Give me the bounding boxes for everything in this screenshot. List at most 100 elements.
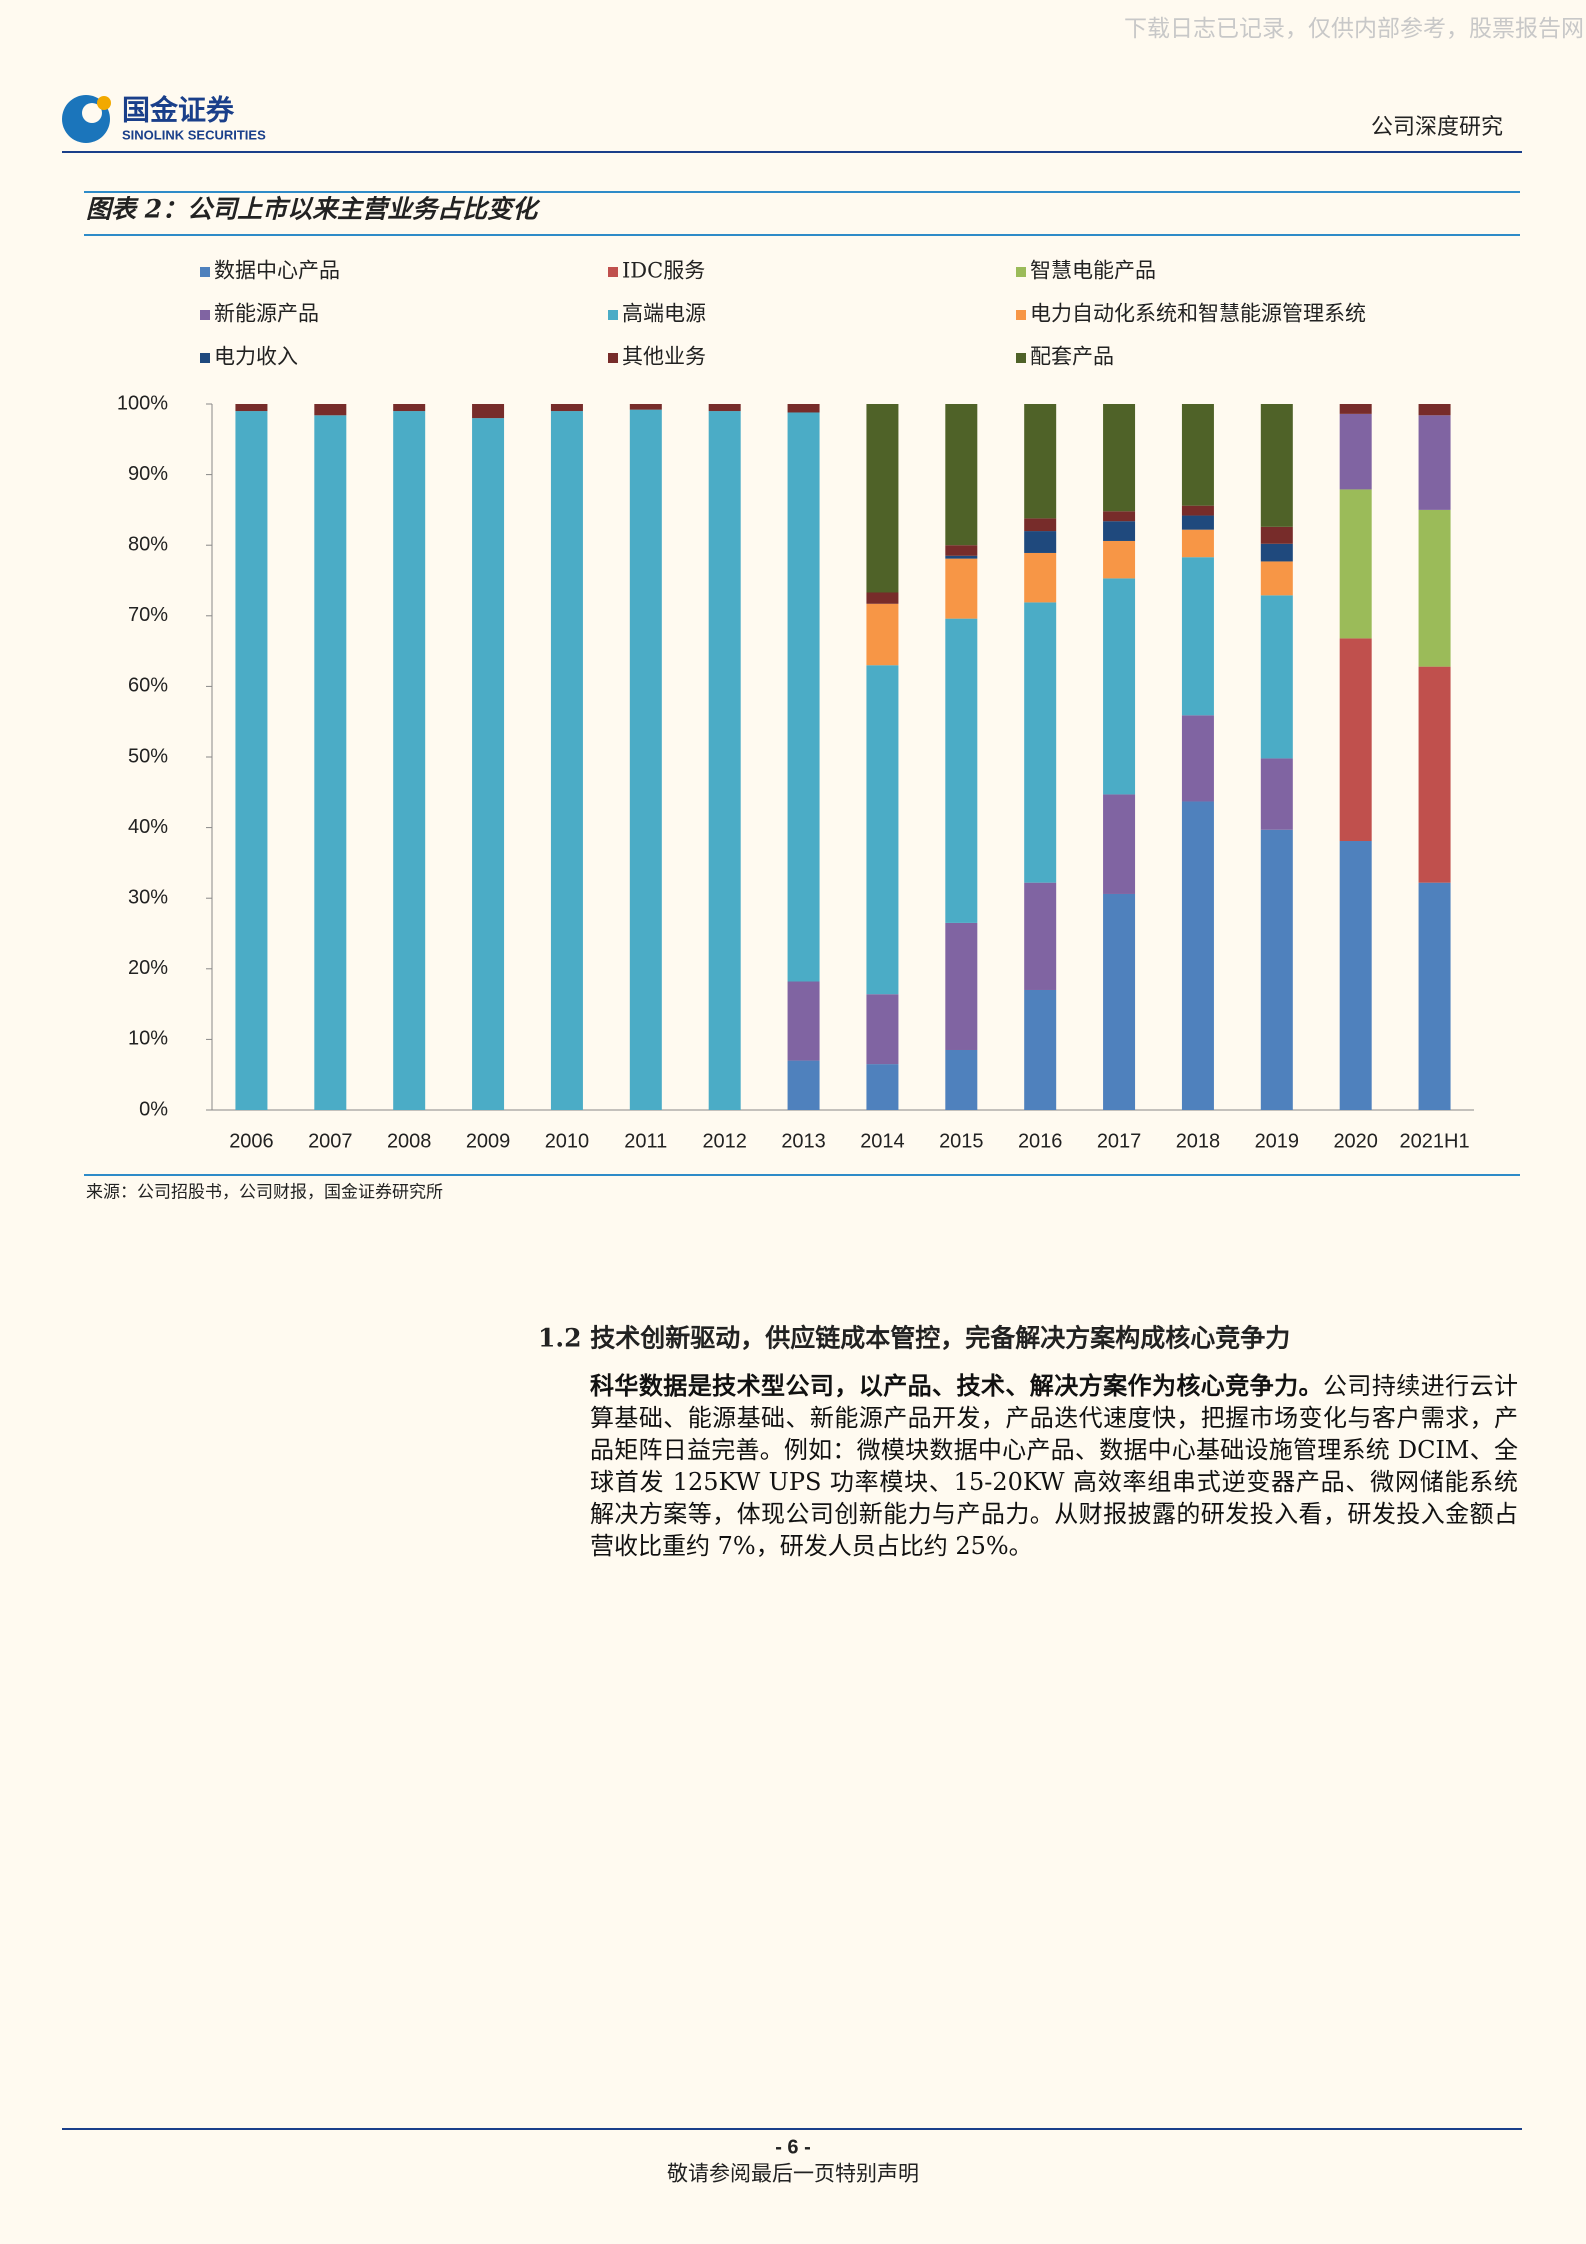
legend-swatch (1016, 310, 1026, 320)
bar-segment (1103, 893, 1136, 1110)
logo-icon-dot (97, 96, 111, 110)
bar-segment (1181, 529, 1214, 558)
x-tick-label: 2010 (545, 1130, 590, 1152)
x-tick-label: 2020 (1333, 1130, 1378, 1152)
y-tick-label: 90% (128, 463, 168, 485)
legend-label: 高端电源 (622, 302, 706, 326)
bar-segment (945, 555, 978, 559)
legend-label: 电力收入 (214, 345, 298, 369)
bar-segment (1181, 715, 1214, 802)
chart-title: 图表 2：公司上市以来主营业务占比变化 (86, 195, 541, 224)
bar-segment (787, 981, 820, 1061)
x-tick-label: 2009 (466, 1130, 511, 1152)
bar-segment (1260, 595, 1293, 759)
bar-segment (1260, 561, 1293, 596)
source: 来源：公司招股书，公司财报，国金证券研究所 (86, 1183, 443, 1203)
bar-segment (945, 922, 978, 1050)
page-number: - 6 - (775, 2136, 811, 2158)
bar-segment (1418, 882, 1451, 1110)
logo-cn: 国金证券 (122, 93, 235, 125)
bar-segment (708, 411, 741, 1110)
bar-segment (1181, 505, 1214, 516)
bar-segment (314, 404, 347, 416)
x-tick-label: 2018 (1176, 1130, 1221, 1152)
y-tick-label: 0% (139, 1098, 168, 1120)
bar-segment (393, 404, 426, 412)
bar-segment (1181, 515, 1214, 530)
bar-segment (787, 404, 820, 413)
bar-segment (945, 404, 978, 546)
bar-segment (393, 411, 426, 1110)
bar-segment (1260, 404, 1293, 527)
bar-segment (550, 411, 583, 1110)
bar-segment (629, 409, 662, 1110)
legend-swatch (200, 310, 210, 320)
x-tick-label: 2007 (308, 1130, 353, 1152)
bar-segment (1103, 521, 1136, 541)
paragraph: 科华数据是技术型公司，以产品、技术、解决方案作为核心竞争力。公司持续进行云计算基… (590, 1370, 1518, 1562)
bar-segment (1024, 531, 1057, 553)
x-tick-label: 2015 (939, 1130, 984, 1152)
bar-segment (945, 545, 978, 556)
logo-icon-inner (82, 103, 102, 123)
bar-segment (866, 994, 899, 1065)
bar-segment (1260, 543, 1293, 562)
x-tick-label: 2008 (387, 1130, 432, 1152)
paragraph-lead: 科华数据是技术型公司，以产品、技术、解决方案作为核心竞争力。 (590, 1371, 1323, 1400)
legend-label: 智慧电能产品 (1030, 259, 1156, 283)
disclaimer: 敬请参阅最后一页特别声明 (667, 2162, 919, 2186)
legend-swatch (608, 353, 618, 363)
bar-segment (787, 1060, 820, 1110)
bar-segment (945, 1049, 978, 1110)
legend-label: 配套产品 (1030, 345, 1114, 369)
bar-segment (1260, 758, 1293, 830)
y-tick-label: 20% (128, 957, 168, 979)
bar-segment (235, 411, 268, 1110)
x-tick-label: 2013 (781, 1130, 826, 1152)
bar-segment (1103, 794, 1136, 894)
bar-segment (1181, 801, 1214, 1110)
bar-segment (472, 404, 505, 419)
bar-segment (1339, 638, 1372, 842)
x-tick-label: 2016 (1018, 1130, 1063, 1152)
bar-segment (1024, 518, 1057, 532)
bar-segment (1418, 404, 1451, 416)
bar-segment (708, 404, 741, 412)
legend-swatch (608, 267, 618, 277)
bar-segment (314, 415, 347, 1110)
paragraph-body: 公司持续进行云计算基础、能源基础、新能源产品开发，产品迭代速度快，把握市场变化与… (590, 1372, 1519, 1560)
bar-segment (1024, 989, 1057, 1110)
bar-segment (1103, 404, 1136, 512)
bar-segment (1103, 540, 1136, 579)
bar-segment (1339, 404, 1372, 414)
legend-label: 电力自动化系统和智慧能源管理系统 (1030, 302, 1366, 326)
x-tick-label: 2011 (624, 1130, 667, 1152)
bar-segment (235, 404, 268, 412)
bar-segment (866, 592, 899, 604)
bar-segment (1024, 882, 1057, 990)
watermark: 下载日志已记录，仅供内部参考，股票报告网 (1124, 16, 1584, 42)
y-tick-label: 10% (128, 1028, 168, 1050)
bar-segment (1024, 602, 1057, 883)
x-tick-label: 2006 (229, 1130, 274, 1152)
y-tick-label: 70% (128, 604, 168, 626)
bar-segment (866, 1064, 899, 1110)
bar-segment (1103, 578, 1136, 795)
bar-segment (1181, 557, 1214, 716)
bar-segment (550, 404, 583, 412)
x-tick-label: 2014 (860, 1130, 905, 1152)
bar-segment (866, 603, 899, 666)
legend-label: 数据中心产品 (214, 259, 340, 283)
x-tick-label: 2021H1 (1400, 1130, 1470, 1152)
legend-label: 其他业务 (622, 345, 706, 369)
legend-swatch (1016, 353, 1026, 363)
section-heading: 1.2 技术创新驱动，供应链成本管控，完备解决方案构成核心竞争力 (538, 1324, 1290, 1353)
bar-segment (1260, 829, 1293, 1110)
bar-segment (945, 618, 978, 923)
bar-segment (1024, 552, 1057, 603)
bar-segment (866, 404, 899, 593)
report-type: 公司深度研究 (1371, 115, 1503, 140)
bar-segment (1418, 509, 1451, 667)
y-tick-label: 100% (117, 392, 168, 414)
